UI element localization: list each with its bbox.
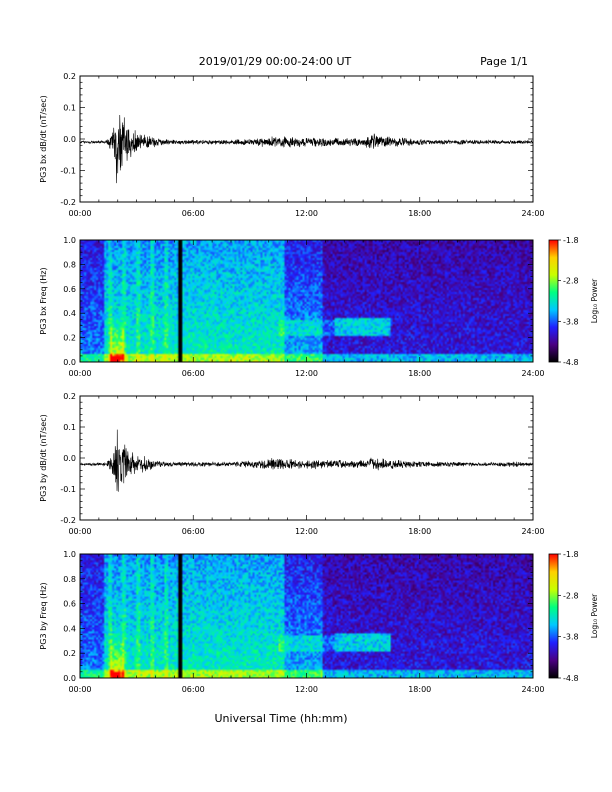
y-tick-label: 0.2 <box>63 392 76 401</box>
bx-dbdt-trace <box>79 115 534 184</box>
by-dbdt-axes: 00:00 06:00 12:00 18:00 24:00 -0.2 -0.1 0.0 0.1 0… <box>60 392 544 536</box>
by-dbdt-frame <box>79 395 534 521</box>
by-spectrogram-raster <box>80 554 533 678</box>
colorbar-bar <box>548 553 559 679</box>
by-dbdt-ylabel: PG3 by dB/dt (nT/sec) <box>39 414 48 501</box>
y-tick-label: 0.2 <box>63 72 76 81</box>
y-tick-label: 0.1 <box>63 423 76 432</box>
y-tick-label: 0.6 <box>63 600 76 609</box>
bx-dbdt-axes: 00:00 06:00 12:00 18:00 24:00 -0.2 -0.1 0.0 0.1 0… <box>60 72 544 218</box>
x-tick-label: 00:00 <box>68 369 91 378</box>
figure-title: 2019/01/29 00:00-24:00 UT <box>199 55 352 68</box>
x-axis-label: Universal Time (hh:mm) <box>215 712 348 725</box>
x-tick-label: 24:00 <box>521 209 544 218</box>
x-tick-label: 00:00 <box>68 685 91 694</box>
by-spectrogram-image <box>80 554 533 678</box>
panel-by-dbdt: 00:00 06:00 12:00 18:00 24:00 -0.2 -0.1 0.0 0.1 0… <box>39 392 545 536</box>
bx-dbdt-line <box>79 115 534 184</box>
colorbar-label: Log₁₀ Power <box>590 278 599 323</box>
colorbar-tick-label: -4.8 <box>563 358 579 367</box>
colorbar-tick-label: -2.8 <box>563 591 579 600</box>
x-tick-label: 12:00 <box>295 685 318 694</box>
x-tick-label: 18:00 <box>408 369 431 378</box>
bx-colorbar: -1.8 -2.8 -3.8 -4.8 Log₁₀ Power <box>548 236 599 367</box>
y-tick-label: 0.0 <box>63 358 76 367</box>
y-tick-label: 0.0 <box>63 135 76 144</box>
y-tick-label: 0.6 <box>63 285 76 294</box>
x-tick-label: 06:00 <box>182 369 205 378</box>
y-tick-label: 1.0 <box>63 236 76 245</box>
y-tick-label: 0.0 <box>63 674 76 683</box>
y-tick-label: 0.4 <box>63 624 76 633</box>
bx-spectrogram-image <box>80 240 533 362</box>
colorbar-tick-label: -1.8 <box>563 236 579 245</box>
bx-spectrogram-axes: 00:00 06:00 12:00 18:00 24:00 0.0 0.2 0.4 0.6 0.8… <box>63 236 544 378</box>
colorbar-tick-label: -3.8 <box>563 633 579 642</box>
colorbar-tick-label: -2.8 <box>563 277 579 286</box>
x-tick-label: 00:00 <box>68 209 91 218</box>
x-tick-label: 12:00 <box>295 209 318 218</box>
y-tick-label: 0.8 <box>63 575 76 584</box>
x-tick-label: 24:00 <box>521 685 544 694</box>
page-indicator: Page 1/1 <box>480 55 528 68</box>
colorbar-tick-label: -4.8 <box>563 674 579 683</box>
y-tick-label: -0.1 <box>60 167 76 176</box>
by-dbdt-trace <box>79 429 534 492</box>
y-tick-label: -0.1 <box>60 485 76 494</box>
x-tick-label: 24:00 <box>521 369 544 378</box>
colorbar-tick-label: -1.8 <box>563 550 579 559</box>
y-tick-label: 0.2 <box>63 334 76 343</box>
x-tick-label: 24:00 <box>521 527 544 536</box>
panel-bx-spectrogram: 00:00 06:00 12:00 18:00 24:00 0.0 0.2 0.4 0.6 0.8… <box>39 236 599 378</box>
y-tick-label: 0.0 <box>63 454 76 463</box>
y-tick-label: 0.2 <box>63 649 76 658</box>
x-tick-label: 18:00 <box>408 209 431 218</box>
x-tick-label: 06:00 <box>182 527 205 536</box>
x-tick-label: 06:00 <box>182 685 205 694</box>
by-colorbar: -1.8 -2.8 -3.8 -4.8 Log₁₀ Power <box>548 550 599 683</box>
x-tick-label: 12:00 <box>295 527 318 536</box>
colorbar-bar <box>548 239 559 363</box>
by-dbdt-line <box>79 429 534 492</box>
y-tick-label: 0.1 <box>63 104 76 113</box>
x-tick-label: 00:00 <box>68 527 91 536</box>
panel-bx-dbdt: 00:00 06:00 12:00 18:00 24:00 -0.2 -0.1 0.0 0.1 0… <box>39 72 545 218</box>
y-tick-label: 0.4 <box>63 309 76 318</box>
bx-dbdt-ylabel: PG3 bx dB/dt (nT/sec) <box>39 95 48 182</box>
x-tick-label: 18:00 <box>408 527 431 536</box>
by-spectrogram-ylabel: PG3 by Freq (Hz) <box>39 582 48 649</box>
colorbar-tick-label: -3.8 <box>563 317 579 326</box>
x-tick-label: 12:00 <box>295 369 318 378</box>
x-tick-label: 18:00 <box>408 685 431 694</box>
bx-spectrogram-ylabel: PG3 bx Freq (Hz) <box>39 267 48 334</box>
bx-spectrogram-raster <box>80 240 533 362</box>
by-spectrogram-axes: 00:00 06:00 12:00 18:00 24:00 0.0 0.2 0.4 0.6 0.8… <box>63 550 544 694</box>
y-tick-label: -0.2 <box>60 198 76 207</box>
y-tick-label: 1.0 <box>63 550 76 559</box>
y-tick-label: 0.8 <box>63 260 76 269</box>
panel-by-spectrogram: 00:00 06:00 12:00 18:00 24:00 0.0 0.2 0.4 0.6 0.8… <box>39 550 599 694</box>
y-tick-label: -0.2 <box>60 516 76 525</box>
x-tick-label: 06:00 <box>182 209 205 218</box>
colorbar-label: Log₁₀ Power <box>590 593 599 638</box>
